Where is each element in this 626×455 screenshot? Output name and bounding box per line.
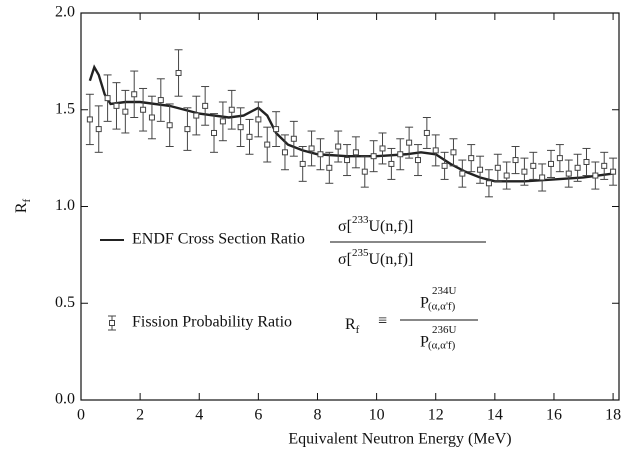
point bbox=[184, 126, 191, 133]
y-tick-label: 1.5 bbox=[55, 100, 75, 117]
formula-lhs: Rf bbox=[345, 316, 360, 336]
point bbox=[459, 170, 466, 177]
point bbox=[423, 129, 430, 136]
formula-sub: (α,α'f) bbox=[428, 340, 456, 352]
point bbox=[548, 160, 555, 167]
point bbox=[86, 116, 93, 123]
formula-numerator: σ[233U(n,f)] bbox=[338, 214, 413, 235]
point bbox=[326, 164, 333, 171]
formula-p: P bbox=[420, 334, 429, 351]
y-tick-label: 0.0 bbox=[55, 391, 75, 408]
point bbox=[246, 133, 253, 140]
formula-sub: (α,α'f) bbox=[428, 301, 456, 313]
point bbox=[397, 151, 404, 158]
point bbox=[193, 112, 200, 119]
x-tick-label: 12 bbox=[428, 407, 444, 424]
y-tick-label: 1.0 bbox=[55, 197, 75, 214]
x-tick-label: 10 bbox=[369, 407, 385, 424]
point bbox=[317, 151, 324, 158]
point bbox=[503, 172, 510, 179]
y-tick-label: 0.5 bbox=[55, 294, 75, 311]
point bbox=[344, 157, 351, 164]
point bbox=[485, 180, 492, 187]
y-axis-label: Rf bbox=[13, 199, 33, 214]
point bbox=[601, 162, 608, 169]
point bbox=[113, 102, 120, 109]
x-tick-label: 0 bbox=[77, 407, 85, 424]
formula-sup: 234U bbox=[432, 285, 457, 297]
formula-denominator: σ[235U(n,f)] bbox=[338, 247, 413, 268]
legend-label: Fission Probability Ratio bbox=[132, 314, 292, 331]
point bbox=[299, 160, 306, 167]
x-axis-label: Equivalent Neutron Energy (MeV) bbox=[288, 431, 511, 448]
plot-frame bbox=[80, 12, 620, 401]
point bbox=[370, 153, 377, 160]
point bbox=[308, 145, 315, 152]
point bbox=[574, 164, 581, 171]
point bbox=[264, 141, 271, 148]
point bbox=[610, 168, 617, 175]
x-tick-label: 8 bbox=[313, 407, 321, 424]
point bbox=[237, 124, 244, 131]
point bbox=[104, 95, 111, 102]
point bbox=[388, 160, 395, 167]
point bbox=[140, 106, 147, 113]
point bbox=[441, 162, 448, 169]
point bbox=[468, 155, 475, 162]
y-tick-label: 2.0 bbox=[55, 4, 75, 21]
x-tick-label: 16 bbox=[546, 407, 562, 424]
point bbox=[273, 126, 280, 133]
point bbox=[166, 122, 173, 129]
point bbox=[477, 166, 484, 173]
point bbox=[175, 69, 182, 76]
point bbox=[494, 164, 501, 171]
formula-p: P bbox=[420, 295, 429, 312]
x-tick-label: 14 bbox=[487, 407, 503, 424]
point bbox=[122, 108, 129, 115]
point bbox=[450, 149, 457, 156]
point bbox=[583, 158, 590, 165]
point bbox=[281, 149, 288, 156]
point bbox=[352, 149, 359, 156]
point bbox=[148, 114, 155, 121]
point bbox=[379, 145, 386, 152]
point bbox=[414, 157, 421, 164]
x-tick-label: 6 bbox=[254, 407, 262, 424]
point bbox=[592, 172, 599, 179]
point bbox=[202, 102, 209, 109]
point bbox=[512, 157, 519, 164]
point bbox=[219, 118, 226, 125]
x-tick-label: 2 bbox=[136, 407, 144, 424]
legend-swatch bbox=[109, 320, 115, 326]
point bbox=[565, 170, 572, 177]
legend-label: ENDF Cross Section Ratio bbox=[132, 231, 305, 248]
formula-symbol: ≡ bbox=[378, 313, 387, 330]
point bbox=[157, 97, 164, 104]
point bbox=[131, 91, 138, 98]
point bbox=[530, 162, 537, 169]
point bbox=[539, 174, 546, 181]
point bbox=[406, 139, 413, 146]
point bbox=[335, 143, 342, 150]
point bbox=[228, 106, 235, 113]
point bbox=[255, 116, 262, 123]
formula-sup: 236U bbox=[432, 324, 457, 336]
point bbox=[95, 126, 102, 133]
point bbox=[290, 135, 297, 142]
x-tick-label: 4 bbox=[195, 407, 203, 424]
point bbox=[556, 155, 563, 162]
point bbox=[211, 129, 218, 136]
data-line bbox=[88, 64, 614, 183]
point bbox=[521, 168, 528, 175]
x-tick-label: 18 bbox=[605, 407, 621, 424]
point bbox=[432, 147, 439, 154]
point bbox=[361, 168, 368, 175]
